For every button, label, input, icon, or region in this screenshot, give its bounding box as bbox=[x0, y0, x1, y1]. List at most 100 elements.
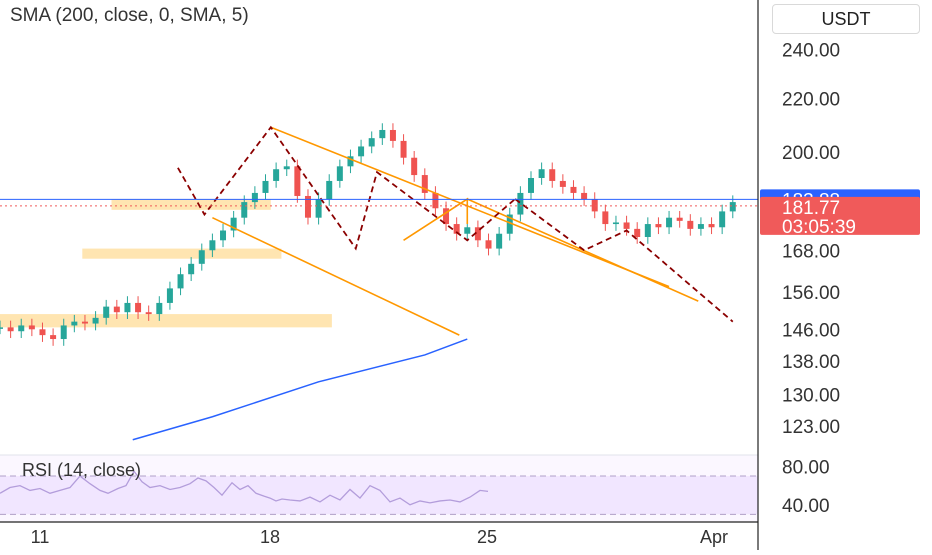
candle-body[interactable] bbox=[50, 335, 57, 340]
price-tick-label: 146.00 bbox=[782, 320, 840, 341]
candle-body[interactable] bbox=[719, 211, 726, 228]
candle-body[interactable] bbox=[135, 302, 142, 313]
candle-body[interactable] bbox=[60, 325, 67, 340]
candle-body[interactable] bbox=[559, 180, 566, 187]
rsi-band bbox=[0, 476, 758, 515]
candle-body[interactable] bbox=[273, 169, 280, 181]
current-price-badge bbox=[760, 196, 920, 235]
candle-body[interactable] bbox=[528, 177, 534, 193]
candle-body[interactable] bbox=[251, 192, 258, 203]
candle-body[interactable] bbox=[485, 240, 492, 249]
candle-body[interactable] bbox=[687, 220, 694, 229]
support-zone[interactable] bbox=[0, 314, 332, 328]
candle-body[interactable] bbox=[453, 224, 460, 234]
candle-body[interactable] bbox=[358, 146, 365, 157]
candle-body[interactable] bbox=[188, 263, 195, 275]
candle-body[interactable] bbox=[411, 157, 418, 176]
candle-body[interactable] bbox=[506, 214, 513, 234]
price-tick-label: 130.00 bbox=[782, 386, 840, 407]
rsi-tick-label: 80.00 bbox=[782, 457, 830, 478]
candle-body[interactable] bbox=[549, 169, 556, 181]
candle-body[interactable] bbox=[262, 180, 269, 193]
candle-body[interactable] bbox=[177, 274, 184, 289]
candle-body[interactable] bbox=[198, 250, 205, 264]
countdown-label: 03:05:39 bbox=[782, 217, 856, 238]
channel-line[interactable] bbox=[270, 126, 670, 288]
price-tick-label: 156.00 bbox=[782, 283, 840, 304]
candle-body[interactable] bbox=[591, 199, 598, 212]
price-tick-label: 138.00 bbox=[782, 352, 840, 373]
candle-body[interactable] bbox=[634, 228, 641, 238]
current-price-label: 181.77 bbox=[782, 198, 840, 219]
candle-body[interactable] bbox=[0, 327, 3, 329]
candle-body[interactable] bbox=[166, 288, 173, 303]
candle-body[interactable] bbox=[326, 180, 333, 200]
candle-body[interactable] bbox=[729, 202, 736, 212]
candle-body[interactable] bbox=[612, 222, 619, 225]
candle-body[interactable] bbox=[666, 217, 673, 228]
candle-body[interactable] bbox=[443, 208, 450, 225]
candle-body[interactable] bbox=[347, 156, 354, 167]
candle-body[interactable] bbox=[294, 166, 301, 196]
candle-body[interactable] bbox=[209, 240, 216, 251]
candle-body[interactable] bbox=[283, 166, 290, 170]
candle-body[interactable] bbox=[124, 302, 131, 313]
candle-body[interactable] bbox=[379, 129, 386, 139]
price-tick-label: 240.00 bbox=[782, 40, 840, 61]
candle-body[interactable] bbox=[241, 202, 248, 218]
time-tick-label: Apr bbox=[700, 527, 728, 547]
candle-body[interactable] bbox=[81, 321, 88, 324]
price-tick-label: 200.00 bbox=[782, 143, 840, 164]
rsi-label[interactable]: RSI (14, close) bbox=[22, 460, 142, 480]
support-zone[interactable] bbox=[111, 199, 271, 210]
candle-body[interactable] bbox=[7, 327, 14, 332]
candle-body[interactable] bbox=[336, 166, 343, 181]
candle-body[interactable] bbox=[697, 224, 704, 229]
candle-body[interactable] bbox=[432, 192, 439, 209]
candle-body[interactable] bbox=[304, 195, 311, 218]
candle-body[interactable] bbox=[602, 211, 609, 225]
candle-body[interactable] bbox=[389, 129, 396, 141]
channel-line[interactable] bbox=[212, 216, 460, 336]
candle-body[interactable] bbox=[28, 325, 35, 330]
candle-body[interactable] bbox=[230, 217, 237, 231]
candle-body[interactable] bbox=[156, 302, 163, 315]
sma-line[interactable] bbox=[132, 338, 468, 441]
rsi-line[interactable] bbox=[0, 470, 489, 506]
candle-body[interactable] bbox=[39, 329, 46, 336]
price-tick-label: 123.00 bbox=[782, 417, 840, 438]
candle-body[interactable] bbox=[496, 233, 503, 249]
candle-body[interactable] bbox=[655, 224, 662, 228]
candle-body[interactable] bbox=[421, 175, 428, 193]
candle-body[interactable] bbox=[113, 306, 120, 313]
candle-body[interactable] bbox=[464, 227, 471, 234]
support-zone[interactable] bbox=[82, 248, 282, 259]
candle-body[interactable] bbox=[18, 325, 25, 332]
candle-body[interactable] bbox=[315, 199, 322, 218]
candle-body[interactable] bbox=[368, 138, 375, 147]
candle-body[interactable] bbox=[708, 224, 715, 228]
indicator-label[interactable]: SMA (200, close, 0, SMA, 5) bbox=[10, 5, 249, 26]
currency-selector[interactable]: USDT bbox=[772, 4, 920, 34]
projected-path[interactable] bbox=[514, 198, 734, 323]
candle-body[interactable] bbox=[71, 321, 78, 326]
candle-body[interactable] bbox=[517, 192, 524, 215]
candle-body[interactable] bbox=[145, 312, 152, 315]
candle-body[interactable] bbox=[538, 169, 545, 178]
candle-body[interactable] bbox=[220, 230, 227, 241]
candle-body[interactable] bbox=[570, 186, 577, 193]
candle-body[interactable] bbox=[644, 224, 651, 238]
candle-body[interactable] bbox=[103, 306, 110, 318]
zigzag-path[interactable] bbox=[177, 125, 516, 251]
candle-body[interactable] bbox=[581, 192, 588, 200]
candle-body[interactable] bbox=[92, 317, 99, 324]
candle-body[interactable] bbox=[400, 140, 407, 158]
time-tick-label: 18 bbox=[260, 527, 280, 547]
candle-body[interactable] bbox=[676, 217, 683, 221]
time-tick-label: 25 bbox=[477, 527, 497, 547]
price-tick-label: 220.00 bbox=[782, 89, 840, 110]
candle-body[interactable] bbox=[623, 222, 630, 229]
candle-body[interactable] bbox=[474, 227, 481, 241]
